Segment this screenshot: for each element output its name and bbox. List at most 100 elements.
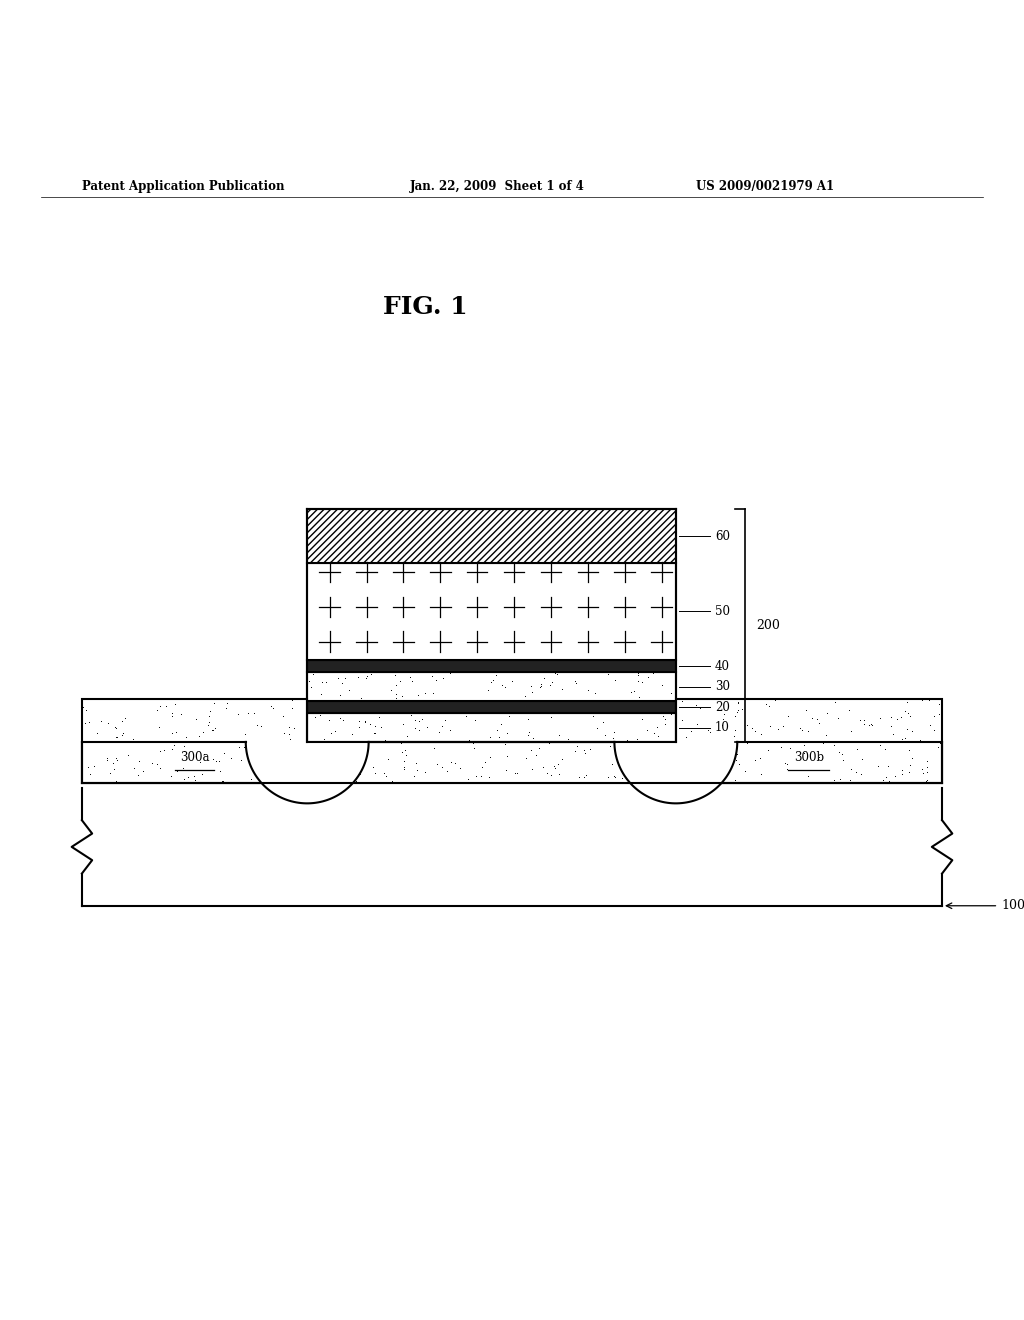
Point xyxy=(326,750,342,771)
Point xyxy=(452,758,468,779)
Point xyxy=(758,744,774,766)
Point xyxy=(89,764,105,785)
Point xyxy=(544,706,560,727)
Text: 60: 60 xyxy=(715,529,730,543)
Point xyxy=(388,688,404,709)
Point xyxy=(691,697,708,718)
Point xyxy=(434,715,451,737)
Point xyxy=(312,684,329,705)
Point xyxy=(908,759,925,780)
Point xyxy=(822,771,839,792)
Point xyxy=(156,739,172,760)
Point xyxy=(152,741,168,762)
Point xyxy=(314,672,331,693)
Point xyxy=(524,727,541,748)
Point xyxy=(539,762,555,783)
Point xyxy=(487,664,504,685)
Point xyxy=(843,758,859,779)
Point xyxy=(242,768,258,789)
Point xyxy=(323,722,339,743)
Point xyxy=(105,759,122,780)
Point xyxy=(205,748,221,770)
Point xyxy=(442,719,459,741)
Point xyxy=(402,705,419,726)
Point xyxy=(167,693,183,714)
Point xyxy=(249,714,265,735)
Point xyxy=(275,705,292,726)
Point xyxy=(206,693,222,714)
Point xyxy=(330,667,346,688)
Point xyxy=(926,758,942,779)
Point xyxy=(850,771,866,792)
Point xyxy=(315,770,332,791)
Point xyxy=(770,718,786,739)
Point xyxy=(80,756,96,777)
Point xyxy=(767,689,783,710)
Point xyxy=(761,696,777,717)
Point xyxy=(240,702,256,723)
Point xyxy=(114,725,130,746)
Point xyxy=(350,667,367,688)
Point xyxy=(276,722,293,743)
Point xyxy=(367,722,383,743)
Point xyxy=(663,704,679,725)
Point xyxy=(876,770,892,791)
Point xyxy=(683,721,699,742)
Point xyxy=(891,742,907,763)
Point xyxy=(465,733,481,754)
Text: US 2009/0021979 A1: US 2009/0021979 A1 xyxy=(696,180,835,193)
Point xyxy=(755,767,771,788)
Point xyxy=(467,709,483,730)
Point xyxy=(137,748,154,770)
Point xyxy=(774,754,791,775)
Point xyxy=(714,714,730,735)
Point xyxy=(150,754,166,775)
Point xyxy=(617,752,634,774)
Point xyxy=(393,742,410,763)
Point xyxy=(550,752,566,774)
Point xyxy=(794,719,810,741)
Point xyxy=(152,696,168,717)
Point xyxy=(282,723,298,744)
Point xyxy=(853,764,869,785)
Point xyxy=(920,751,936,772)
Point xyxy=(811,713,827,734)
Point xyxy=(396,739,413,760)
Point xyxy=(384,770,400,791)
Point xyxy=(77,711,93,733)
Point xyxy=(773,737,790,758)
Point xyxy=(117,708,133,729)
Point xyxy=(153,758,169,779)
Point xyxy=(78,700,94,721)
Point xyxy=(825,734,842,755)
Point xyxy=(163,766,179,787)
Point xyxy=(582,738,598,759)
Point xyxy=(726,719,742,741)
Point xyxy=(255,760,271,781)
Bar xyxy=(307,562,676,660)
Point xyxy=(674,690,690,711)
Point xyxy=(164,702,180,723)
Point xyxy=(864,714,881,735)
Point xyxy=(780,706,797,727)
Polygon shape xyxy=(307,742,676,783)
Point xyxy=(850,751,866,772)
Point xyxy=(100,713,117,734)
Point xyxy=(796,735,812,756)
Point xyxy=(758,693,774,714)
Point xyxy=(656,714,673,735)
Point xyxy=(459,706,475,727)
Point xyxy=(454,731,470,752)
Point xyxy=(311,705,328,726)
Point xyxy=(191,751,208,772)
Point xyxy=(933,762,949,783)
Point xyxy=(926,719,942,741)
Text: Patent Application Publication: Patent Application Publication xyxy=(82,180,285,193)
Point xyxy=(473,766,489,787)
Point xyxy=(337,668,353,689)
Point xyxy=(118,734,134,755)
Point xyxy=(315,731,332,752)
Point xyxy=(109,727,125,748)
Point xyxy=(401,667,418,688)
Point xyxy=(612,746,629,767)
